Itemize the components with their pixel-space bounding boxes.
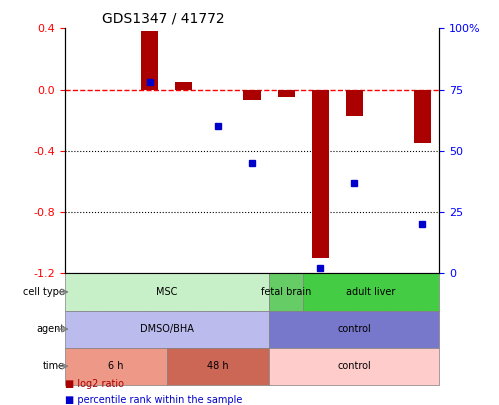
FancyBboxPatch shape bbox=[269, 273, 303, 311]
Text: control: control bbox=[337, 324, 371, 334]
Bar bbox=[244, 90, 260, 100]
FancyBboxPatch shape bbox=[65, 311, 269, 347]
FancyBboxPatch shape bbox=[303, 273, 439, 311]
Text: time: time bbox=[43, 361, 65, 371]
Text: ■ percentile rank within the sample: ■ percentile rank within the sample bbox=[65, 395, 242, 405]
Text: adult liver: adult liver bbox=[346, 287, 396, 297]
Bar bbox=[345, 90, 363, 116]
FancyBboxPatch shape bbox=[65, 273, 269, 311]
Bar bbox=[414, 90, 431, 143]
FancyBboxPatch shape bbox=[65, 347, 167, 385]
Bar bbox=[141, 32, 159, 90]
Text: 48 h: 48 h bbox=[207, 361, 229, 371]
Text: ■ log2 ratio: ■ log2 ratio bbox=[65, 379, 124, 389]
FancyBboxPatch shape bbox=[167, 347, 269, 385]
Text: cell type: cell type bbox=[23, 287, 65, 297]
Text: agent: agent bbox=[36, 324, 65, 334]
FancyBboxPatch shape bbox=[269, 347, 439, 385]
Text: control: control bbox=[337, 361, 371, 371]
Bar bbox=[311, 90, 328, 258]
Text: DMSO/BHA: DMSO/BHA bbox=[140, 324, 194, 334]
Text: fetal brain: fetal brain bbox=[261, 287, 311, 297]
Text: GDS1347 / 41772: GDS1347 / 41772 bbox=[102, 12, 225, 26]
Text: MSC: MSC bbox=[156, 287, 178, 297]
Text: 6 h: 6 h bbox=[108, 361, 124, 371]
FancyBboxPatch shape bbox=[269, 311, 439, 347]
Bar bbox=[176, 82, 193, 90]
Bar bbox=[277, 90, 294, 97]
